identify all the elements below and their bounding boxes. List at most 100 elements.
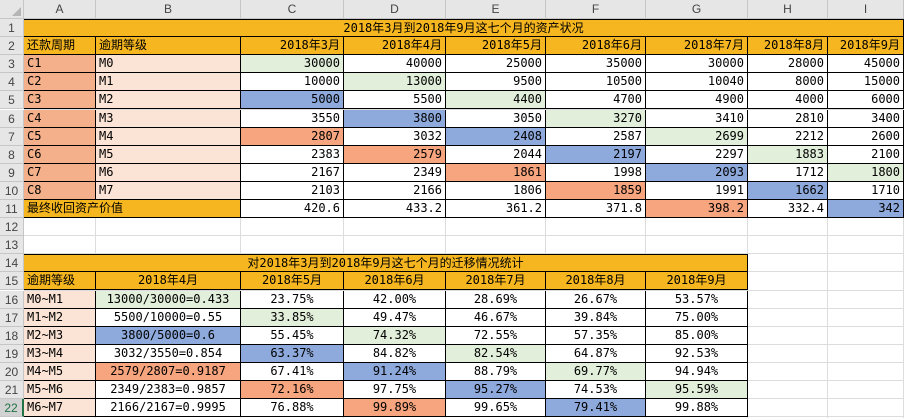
migration-grade-cell[interactable]: M3~M4 <box>24 344 96 363</box>
migration-rate-cell[interactable]: 64.87% <box>546 344 646 363</box>
asset-value-cell[interactable]: 1998 <box>546 163 646 182</box>
cycle-cell[interactable]: C6 <box>24 145 96 164</box>
grade-cell[interactable]: M0 <box>96 55 241 74</box>
asset-value-cell[interactable]: 3800 <box>344 109 446 128</box>
migration-rate-cell[interactable]: 74.32% <box>344 326 446 345</box>
grade-cell[interactable]: M6 <box>96 163 241 182</box>
migration-rate-cell[interactable]: 3032/3550=0.854 <box>96 344 241 363</box>
asset-value-cell[interactable]: 2093 <box>646 163 748 182</box>
final-recovered-label[interactable]: 最终收回资产价值 <box>24 200 241 219</box>
asset-value-cell[interactable]: 1883 <box>748 145 828 164</box>
asset-value-cell[interactable]: 2100 <box>828 145 904 164</box>
migration-rate-cell[interactable]: 99.65% <box>446 399 546 418</box>
row-header-14[interactable]: 14 <box>0 254 24 273</box>
grade-cell[interactable]: M7 <box>96 181 241 200</box>
table2-header-cell[interactable]: 2018年8月 <box>546 272 646 291</box>
cycle-cell[interactable]: C4 <box>24 109 96 128</box>
asset-value-cell[interactable]: 5000 <box>241 91 344 110</box>
table2-header-cell[interactable]: 2018年5月 <box>241 272 344 291</box>
asset-value-cell[interactable]: 3050 <box>446 109 546 128</box>
migration-rate-cell[interactable]: 99.89% <box>344 399 446 418</box>
migration-rate-cell[interactable]: 46.67% <box>446 308 546 327</box>
row-header-11[interactable]: 11 <box>0 200 24 219</box>
grade-cell[interactable]: M3 <box>96 109 241 128</box>
asset-value-cell[interactable]: 2810 <box>748 109 828 128</box>
table1-header-cell[interactable]: 2018年3月 <box>241 37 344 56</box>
table1-header-cell[interactable]: 2018年8月 <box>748 37 828 56</box>
table1-header-cell[interactable]: 2018年6月 <box>546 37 646 56</box>
table1-header-cell[interactable]: 2018年4月 <box>344 37 446 56</box>
column-header-g[interactable]: G <box>646 0 748 19</box>
asset-value-cell[interactable]: 30000 <box>241 55 344 74</box>
row-header-19[interactable]: 19 <box>0 344 24 363</box>
asset-value-cell[interactable]: 5500 <box>344 91 446 110</box>
table1-header-cell[interactable]: 2018年5月 <box>446 37 546 56</box>
migration-grade-cell[interactable]: M4~M5 <box>24 362 96 381</box>
migration-rate-cell[interactable]: 33.85% <box>241 308 344 327</box>
migration-rate-cell[interactable]: 55.45% <box>241 326 344 345</box>
migration-rate-cell[interactable]: 63.37% <box>241 344 344 363</box>
asset-value-cell[interactable]: 45000 <box>828 55 904 74</box>
final-value-cell[interactable]: 420.6 <box>241 200 344 219</box>
asset-value-cell[interactable]: 28000 <box>748 55 828 74</box>
cycle-cell[interactable]: C1 <box>24 55 96 74</box>
grade-cell[interactable]: M5 <box>96 145 241 164</box>
row-header-9[interactable]: 9 <box>0 163 24 182</box>
asset-value-cell[interactable]: 1712 <box>748 163 828 182</box>
migration-rate-cell[interactable]: 67.41% <box>241 362 344 381</box>
migration-grade-cell[interactable]: M5~M6 <box>24 381 96 400</box>
row-header-5[interactable]: 5 <box>0 91 24 110</box>
final-value-cell[interactable]: 371.8 <box>546 200 646 219</box>
final-value-cell[interactable]: 433.2 <box>344 200 446 219</box>
cycle-cell[interactable]: C5 <box>24 127 96 146</box>
migration-rate-cell[interactable]: 72.55% <box>446 326 546 345</box>
asset-value-cell[interactable]: 1806 <box>446 181 546 200</box>
row-header-4[interactable]: 4 <box>0 73 24 92</box>
asset-value-cell[interactable]: 25000 <box>446 55 546 74</box>
migration-rate-cell[interactable]: 95.59% <box>646 381 748 400</box>
row-header-1[interactable]: 1 <box>0 19 24 38</box>
migration-rate-cell[interactable]: 94.94% <box>646 362 748 381</box>
row-header-7[interactable]: 7 <box>0 127 24 146</box>
migration-rate-cell[interactable]: 82.54% <box>446 344 546 363</box>
migration-rate-cell[interactable]: 2166/2167=0.9995 <box>96 399 241 418</box>
migration-rate-cell[interactable]: 42.00% <box>344 290 446 309</box>
row-header-18[interactable]: 18 <box>0 326 24 345</box>
asset-value-cell[interactable]: 10000 <box>241 73 344 92</box>
select-all-corner[interactable] <box>0 0 24 19</box>
table2-header-cell[interactable]: 2018年7月 <box>446 272 546 291</box>
asset-value-cell[interactable]: 30000 <box>646 55 748 74</box>
asset-value-cell[interactable]: 4900 <box>646 91 748 110</box>
asset-value-cell[interactable]: 6000 <box>828 91 904 110</box>
asset-value-cell[interactable]: 35000 <box>546 55 646 74</box>
asset-value-cell[interactable]: 2408 <box>446 127 546 146</box>
asset-value-cell[interactable]: 3400 <box>828 109 904 128</box>
asset-value-cell[interactable]: 13000 <box>344 73 446 92</box>
migration-rate-cell[interactable]: 28.69% <box>446 290 546 309</box>
asset-value-cell[interactable]: 10500 <box>546 73 646 92</box>
table1-title[interactable]: 2018年3月到2018年9月这七个月的资产状况 <box>24 19 904 38</box>
column-header-a[interactable]: A <box>24 0 96 19</box>
migration-rate-cell[interactable]: 88.79% <box>446 362 546 381</box>
row-header-15[interactable]: 15 <box>0 272 24 291</box>
asset-value-cell[interactable]: 9500 <box>446 73 546 92</box>
migration-rate-cell[interactable]: 26.67% <box>546 290 646 309</box>
migration-rate-cell[interactable]: 49.47% <box>344 308 446 327</box>
asset-value-cell[interactable]: 2212 <box>748 127 828 146</box>
migration-rate-cell[interactable]: 5500/10000=0.55 <box>96 308 241 327</box>
asset-value-cell[interactable]: 2579 <box>344 145 446 164</box>
asset-value-cell[interactable]: 1662 <box>748 181 828 200</box>
asset-value-cell[interactable]: 1800 <box>828 163 904 182</box>
row-header-21[interactable]: 21 <box>0 381 24 400</box>
asset-value-cell[interactable]: 2044 <box>446 145 546 164</box>
row-header-16[interactable]: 16 <box>0 290 24 309</box>
asset-value-cell[interactable]: 2383 <box>241 145 344 164</box>
table1-header-cell[interactable]: 2018年7月 <box>646 37 748 56</box>
asset-value-cell[interactable]: 3032 <box>344 127 446 146</box>
column-header-f[interactable]: F <box>546 0 646 19</box>
table2-title[interactable]: 对2018年3月到2018年9月这七个月的迁移情况统计 <box>24 254 748 273</box>
asset-value-cell[interactable]: 1991 <box>646 181 748 200</box>
grade-cell[interactable]: M4 <box>96 127 241 146</box>
table2-header-cell[interactable]: 逾期等级 <box>24 272 96 291</box>
asset-value-cell[interactable]: 3410 <box>646 109 748 128</box>
